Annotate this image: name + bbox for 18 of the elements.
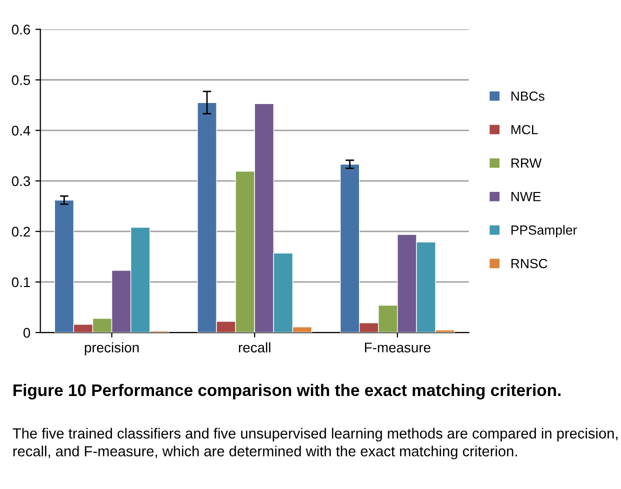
y-tick-label: 0.2 [12, 226, 30, 237]
x-tick-label: recall [238, 342, 270, 352]
legend-label: MCL [511, 124, 538, 134]
y-tick-label: 0.4 [12, 126, 30, 136]
legend-label: PPSampler [511, 225, 577, 238]
legend-label: RRW [511, 158, 542, 168]
legend-label: RNSC [511, 258, 548, 268]
text: Figure 10 Performance comparison with the exact matching criterion. [14, 384, 560, 400]
y-tick-label: 0.3 [12, 176, 30, 186]
y-tick-label: 0.5 [12, 75, 30, 86]
legend-label: NWE [511, 192, 541, 202]
y-tick-label: 0.6 [12, 24, 30, 35]
legend-label: NBCs [511, 91, 544, 101]
y-tick-label: 0 [23, 328, 30, 338]
x-tick-label: precision [84, 342, 139, 356]
text: The five trained classifiers and five unsupervised learning methods are compared in precision, recall, and F-measure, which are determined with the exact matching criterion. [12, 428, 618, 460]
x-tick-label: F-measure [365, 342, 430, 352]
y-tick-label: 0.1 [12, 277, 30, 288]
